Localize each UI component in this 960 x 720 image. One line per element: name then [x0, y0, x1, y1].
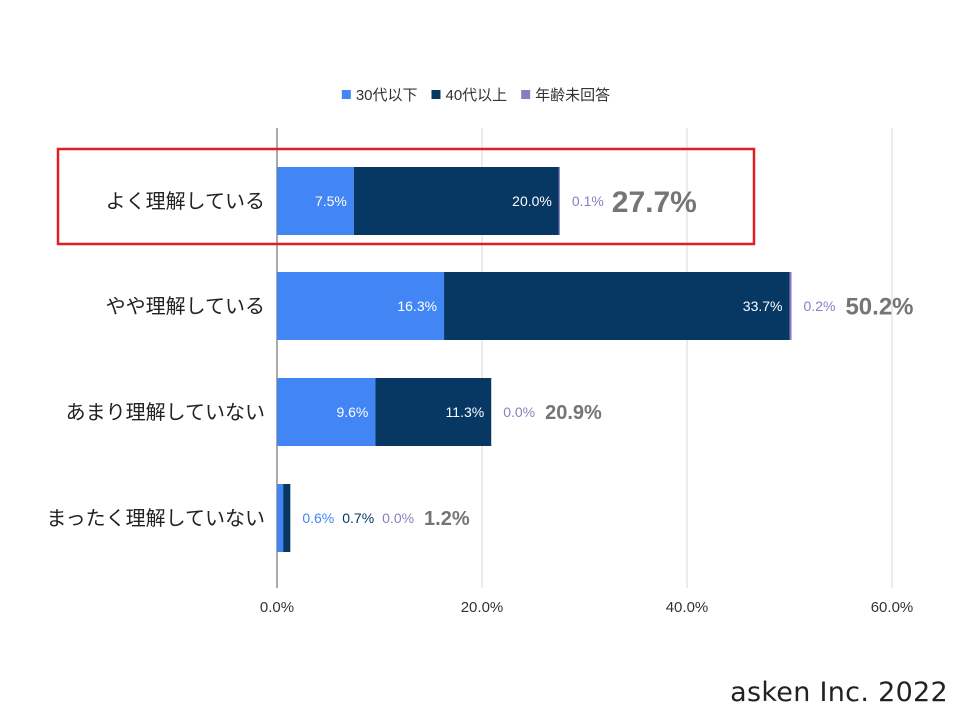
- data-label: 0.2%: [804, 298, 836, 314]
- legend-label: 30代以下: [356, 87, 418, 104]
- data-label: 0.0%: [382, 510, 414, 526]
- legend-label: 40代以上: [445, 87, 507, 104]
- legend-label: 年齢未回答: [535, 87, 610, 104]
- bar-segment: [444, 272, 790, 340]
- data-label: 0.1%: [572, 193, 604, 209]
- data-labels: 7.5% 20.0% 0.1% 27.7% 16.3% 33.7% 0.2% 50.2% 9.6…: [302, 186, 913, 530]
- data-label: 33.7%: [743, 298, 783, 314]
- x-tick-label: 40.0%: [666, 599, 709, 616]
- total-label: 20.9%: [545, 402, 602, 424]
- credit-text: asken Inc. 2022: [730, 677, 948, 708]
- category-label: まったく理解していない: [46, 507, 265, 530]
- bar-segment: [558, 167, 560, 235]
- bar-segment: [353, 167, 559, 235]
- category-label: あまり理解していない: [66, 401, 265, 424]
- x-tick-label: 20.0%: [461, 599, 504, 616]
- x-tick-labels: 0.0% 20.0% 40.0% 60.0%: [260, 599, 913, 616]
- category-label: よく理解している: [106, 190, 265, 213]
- data-label: 0.7%: [342, 510, 374, 526]
- total-label: 27.7%: [612, 186, 697, 219]
- data-label: 0.0%: [503, 404, 535, 420]
- total-label: 50.2%: [845, 294, 913, 321]
- bar-segment: [375, 378, 492, 446]
- category-label: やや理解している: [106, 295, 265, 318]
- data-label: 16.3%: [397, 298, 437, 314]
- total-label: 1.2%: [424, 508, 470, 530]
- bar-segment: [789, 272, 792, 340]
- data-label: 9.6%: [336, 404, 368, 420]
- legend-swatch: [521, 90, 531, 99]
- bar-segment: [277, 484, 284, 552]
- bar-segment: [277, 378, 376, 446]
- highlight-box: [56, 147, 756, 246]
- x-tick-label: 60.0%: [871, 599, 914, 616]
- data-label: 20.0%: [512, 193, 552, 209]
- highlight-rect: [56, 147, 756, 246]
- bar-segment: [277, 167, 354, 235]
- legend: 30代以下 40代以上 年齢未回答: [341, 87, 610, 104]
- legend-swatch: [431, 90, 441, 99]
- data-label: 7.5%: [315, 193, 347, 209]
- x-tick-label: 0.0%: [260, 599, 294, 616]
- bar-segment: [283, 484, 291, 552]
- data-label: 11.3%: [446, 404, 485, 420]
- legend-swatch: [341, 90, 351, 99]
- bars: [277, 167, 792, 552]
- data-label: 0.6%: [302, 510, 334, 526]
- bar-segment: [277, 272, 445, 340]
